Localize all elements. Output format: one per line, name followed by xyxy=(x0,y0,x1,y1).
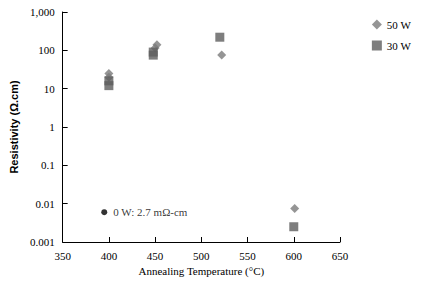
svg-text:1: 1 xyxy=(49,121,55,133)
svg-text:0 W: 2.7 mΩ-cm: 0 W: 2.7 mΩ-cm xyxy=(113,206,188,218)
svg-text:0.01: 0.01 xyxy=(35,198,54,210)
svg-text:50 W: 50 W xyxy=(387,19,412,31)
svg-text:600: 600 xyxy=(286,250,303,262)
svg-text:350: 350 xyxy=(54,250,71,262)
svg-text:1,000: 1,000 xyxy=(30,6,55,18)
svg-text:550: 550 xyxy=(239,250,256,262)
svg-text:450: 450 xyxy=(147,250,164,262)
svg-text:400: 400 xyxy=(101,250,118,262)
svg-text:0.001: 0.001 xyxy=(30,236,55,248)
svg-text:10: 10 xyxy=(44,83,56,95)
svg-text:100: 100 xyxy=(38,44,55,56)
svg-text:500: 500 xyxy=(193,250,210,262)
svg-text:Resistivity (Ω.cm): Resistivity (Ω.cm) xyxy=(8,80,20,174)
svg-text:30 W: 30 W xyxy=(387,40,412,52)
svg-text:Annealing Temperature (°C): Annealing Temperature (°C) xyxy=(139,265,265,278)
svg-text:650: 650 xyxy=(332,250,349,262)
svg-text:0.1: 0.1 xyxy=(41,159,55,171)
